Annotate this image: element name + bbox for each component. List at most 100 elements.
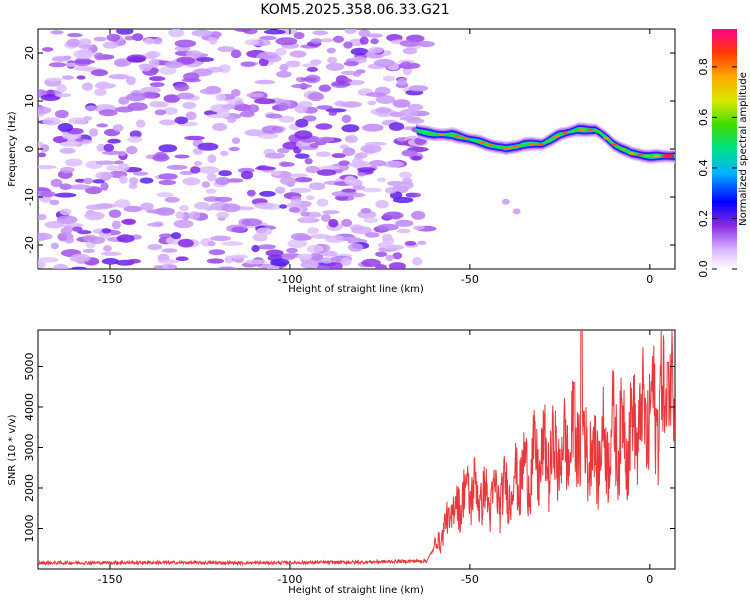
- noise-blob: [125, 146, 138, 155]
- noise-blob: [173, 219, 194, 229]
- noise-blob: [375, 107, 392, 114]
- noise-blob: [375, 199, 389, 209]
- noise-blob: [149, 67, 159, 74]
- noise-blob: [226, 115, 237, 124]
- noise-blob: [207, 240, 216, 247]
- noise-blob: [231, 89, 241, 97]
- noise-blob: [59, 183, 72, 190]
- noise-blob: [140, 86, 161, 94]
- snr-y-label: SNR (10 * v/v): [7, 414, 18, 485]
- noise-blob: [193, 161, 203, 166]
- noise-blob: [74, 66, 96, 72]
- noise-blob: [64, 158, 83, 167]
- noise-blob: [290, 173, 308, 178]
- noise-blob: [201, 181, 211, 188]
- noise-blob: [101, 228, 112, 234]
- noise-blob: [241, 218, 263, 226]
- noise-blob: [214, 196, 233, 203]
- noise-blob: [48, 62, 67, 68]
- noise-blob: [46, 77, 63, 82]
- noise-blob: [240, 61, 256, 67]
- y-tick-label: 4000: [23, 393, 36, 421]
- x-tick-label: -150: [97, 573, 122, 586]
- noise-blob: [183, 72, 200, 81]
- colorbar-tick-label: 0.4: [697, 159, 710, 177]
- x-tick-label: 0: [646, 573, 653, 586]
- noise-blob: [294, 130, 313, 140]
- noise-blob: [185, 111, 197, 121]
- y-tick-label: 3000: [23, 433, 36, 461]
- noise-blob: [107, 138, 121, 144]
- noise-blob: [42, 117, 61, 126]
- noise-blob: [197, 142, 219, 151]
- noise-blob: [114, 106, 135, 113]
- noise-blob: [280, 176, 297, 186]
- noise-blob: [218, 170, 232, 177]
- y-tick-label: 20: [23, 46, 36, 60]
- noise-blob: [383, 211, 404, 220]
- noise-blob: [228, 146, 240, 152]
- noise-blob: [118, 96, 130, 105]
- noise-blob: [385, 254, 394, 262]
- noise-blob: [42, 47, 54, 52]
- signal-hotspot: [603, 137, 610, 140]
- y-tick-label: 5000: [23, 352, 36, 380]
- noise-blob: [406, 118, 425, 124]
- noise-blob: [108, 74, 130, 80]
- noise-blob: [177, 238, 194, 248]
- noise-blob: [316, 151, 331, 157]
- colorbar-tick-label: 0.6: [697, 109, 710, 127]
- y-tick-label: 10: [23, 94, 36, 108]
- noise-blob: [279, 63, 289, 72]
- noise-blob: [377, 223, 399, 231]
- noise-blob: [240, 110, 255, 118]
- noise-blob: [182, 177, 201, 186]
- noise-blob: [221, 241, 243, 246]
- noise-blob: [350, 47, 369, 56]
- noise-blob: [154, 109, 167, 116]
- noise-blob: [341, 188, 357, 193]
- noise-blob: [377, 241, 394, 249]
- noise-blob: [316, 169, 337, 176]
- noise-blob: [340, 257, 352, 266]
- noise-blob: [343, 78, 352, 83]
- chart-title: KOM5.2025.358.06.33.G21: [260, 2, 450, 18]
- noise-blob: [331, 153, 346, 159]
- noise-blob: [334, 100, 346, 107]
- signal-hotspot: [595, 130, 602, 134]
- noise-blob: [100, 251, 122, 256]
- noise-blob: [91, 69, 108, 77]
- signal-hotspot: [479, 141, 486, 145]
- noise-blob: [332, 35, 345, 43]
- noise-blob: [168, 29, 185, 38]
- noise-blob: [310, 234, 331, 239]
- noise-blob: [216, 211, 230, 219]
- noise-blob: [226, 178, 244, 183]
- noise-blob: [103, 245, 112, 252]
- noise-blob: [320, 213, 331, 222]
- noise-blob: [54, 109, 69, 119]
- noise-blob: [307, 227, 320, 235]
- noise-blob: [68, 117, 88, 125]
- y-tick-label: 2000: [23, 474, 36, 502]
- noise-blob: [135, 119, 146, 128]
- noise-blob: [161, 248, 178, 253]
- noise-blob: [98, 109, 118, 117]
- noise-blob: [127, 258, 141, 264]
- noise-blob: [293, 31, 305, 40]
- noise-blob: [366, 92, 386, 97]
- noise-blob: [123, 205, 143, 213]
- noise-blob: [417, 240, 427, 245]
- noise-blob: [63, 225, 74, 230]
- noise-blob: [149, 82, 165, 88]
- noise-blob: [368, 47, 384, 54]
- noise-blob: [352, 72, 362, 77]
- noise-blob: [392, 99, 411, 108]
- noise-blob: [158, 144, 178, 153]
- noise-blob: [234, 29, 252, 32]
- noise-blob: [244, 129, 264, 137]
- colorbar-tick-label: 0.0: [697, 260, 710, 278]
- noise-blob: [230, 49, 242, 59]
- signal-hotspot: [537, 142, 544, 146]
- noise-blob: [370, 38, 379, 45]
